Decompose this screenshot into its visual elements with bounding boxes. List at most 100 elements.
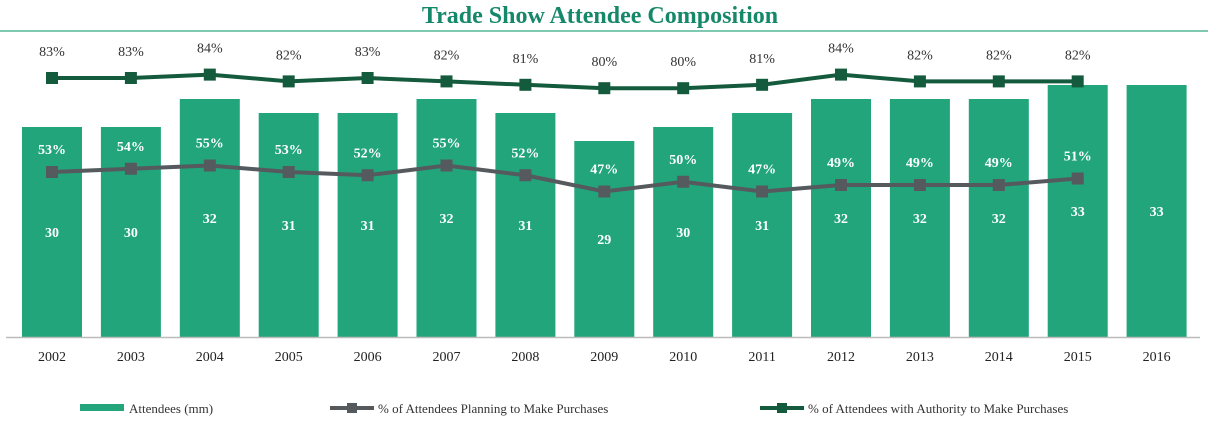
- planning-marker: [519, 169, 532, 182]
- authority-marker: [361, 72, 374, 84]
- x-tick-label: 2013: [906, 350, 934, 365]
- authority-pct-label: 84%: [197, 42, 223, 57]
- bar-value-label: 32: [440, 212, 454, 227]
- legend: Attendees (mm) % of Attendees Planning to…: [80, 401, 1068, 416]
- bar-2015: [1047, 85, 1108, 337]
- authority-pct-label: 82%: [986, 48, 1012, 63]
- planning-marker: [361, 169, 374, 182]
- authority-pct-label: 80%: [670, 55, 696, 70]
- bar-value-label: 33: [1071, 205, 1085, 220]
- planning-marker: [756, 185, 769, 198]
- planning-marker: [203, 159, 216, 172]
- bar-value-label: 31: [755, 219, 769, 234]
- authority-pct-label: 84%: [828, 42, 854, 57]
- authority-pct-label: 80%: [591, 55, 617, 70]
- authority-pct-label: 83%: [39, 45, 65, 60]
- authority-marker: [756, 78, 769, 91]
- planning-marker: [992, 179, 1005, 191]
- x-tick-label: 2010: [669, 350, 697, 365]
- authority-marker: [677, 82, 690, 95]
- bar-value-label: 30: [124, 226, 138, 241]
- authority-marker: [124, 72, 137, 84]
- bar-value-label: 32: [203, 212, 217, 227]
- authority-pct-label: 83%: [355, 45, 381, 60]
- x-tick-label: 2004: [196, 350, 224, 365]
- planning-marker: [46, 166, 58, 178]
- bar-2006: [337, 113, 398, 337]
- x-tick-label: 2007: [433, 350, 461, 365]
- authority-line: [52, 72, 1078, 91]
- x-tick-label: 2016: [1143, 350, 1171, 365]
- planning-pct-label: 47%: [590, 163, 618, 178]
- planning-pct-label: 55%: [433, 137, 461, 152]
- x-tick-label: 2002: [38, 350, 66, 365]
- planning-pct-label: 54%: [117, 140, 145, 155]
- x-tick-label: 2012: [827, 350, 855, 365]
- authority-marker: [913, 75, 926, 88]
- bar-2008: [495, 113, 556, 337]
- bar-2011: [732, 113, 793, 337]
- planning-pct-label: 49%: [985, 156, 1013, 171]
- planning-marker: [440, 159, 453, 172]
- bar-2012: [811, 99, 871, 337]
- bar-2005: [258, 113, 319, 337]
- planning-marker: [913, 179, 926, 191]
- planning-marker: [124, 162, 137, 175]
- bar-2016: [1126, 85, 1187, 337]
- authority-marker: [46, 72, 58, 84]
- authority-pct-label: 82%: [434, 48, 460, 63]
- x-tick-label: 2009: [590, 350, 618, 365]
- bar-value-label: 30: [676, 226, 690, 241]
- authority-marker: [519, 78, 532, 91]
- planning-pct-label: 53%: [38, 143, 66, 158]
- bar-value-label: 32: [992, 212, 1006, 227]
- authority-pct-label: 82%: [907, 48, 933, 63]
- bar-value-label: 31: [518, 219, 532, 234]
- x-tick-label: 2014: [985, 350, 1013, 365]
- authority-marker: [835, 68, 847, 81]
- bar-value-label: 32: [834, 212, 848, 227]
- planning-pct-label: 53%: [275, 143, 303, 158]
- bar-2013: [889, 99, 950, 337]
- planning-pct-label: 50%: [669, 153, 697, 168]
- bar-2014: [968, 99, 1029, 337]
- bar-value-label: 31: [282, 219, 296, 234]
- x-tick-label: 2005: [275, 350, 303, 365]
- planning-line: [51, 163, 1078, 194]
- authority-pct-label: 83%: [118, 45, 144, 60]
- legend-marker-authority: [777, 403, 787, 413]
- legend-swatch-attendees: [80, 404, 124, 411]
- bar-value-label: 33: [1150, 205, 1164, 220]
- legend-marker-planning: [347, 403, 357, 413]
- planning-pct-label: 47%: [748, 163, 776, 178]
- planning-marker: [282, 166, 295, 178]
- bar-value-label: 29: [597, 233, 611, 248]
- bar-value-label: 30: [45, 226, 59, 241]
- x-tick-label: 2006: [354, 350, 382, 365]
- authority-marker: [440, 75, 453, 88]
- authority-pct-label: 81%: [749, 52, 775, 67]
- bar-2004: [179, 99, 240, 337]
- authority-pct-label: 81%: [513, 52, 539, 67]
- planning-pct-label: 49%: [827, 156, 855, 171]
- legend-label-attendees: Attendees (mm): [129, 401, 213, 416]
- x-tick-label: 2003: [117, 350, 145, 365]
- authority-marker: [282, 75, 295, 88]
- authority-marker: [598, 82, 611, 95]
- planning-pct-label: 52%: [511, 146, 539, 161]
- planning-marker: [1071, 172, 1084, 185]
- bar-2009: [574, 141, 635, 337]
- planning-pct-label: 51%: [1064, 150, 1092, 165]
- legend-label-authority: % of Attendees with Authority to Make Pu…: [808, 401, 1068, 416]
- bar-value-label: 31: [361, 219, 375, 234]
- x-tick-label: 2011: [748, 350, 775, 365]
- bar-2010: [653, 127, 714, 337]
- x-tick-label: 2015: [1064, 350, 1092, 365]
- x-tick-label: 2008: [511, 350, 539, 365]
- authority-marker: [992, 75, 1005, 88]
- planning-pct-label: 49%: [906, 156, 934, 171]
- bar-value-label: 32: [913, 212, 927, 227]
- authority-pct-label: 82%: [276, 48, 302, 63]
- bar-2003: [100, 127, 161, 337]
